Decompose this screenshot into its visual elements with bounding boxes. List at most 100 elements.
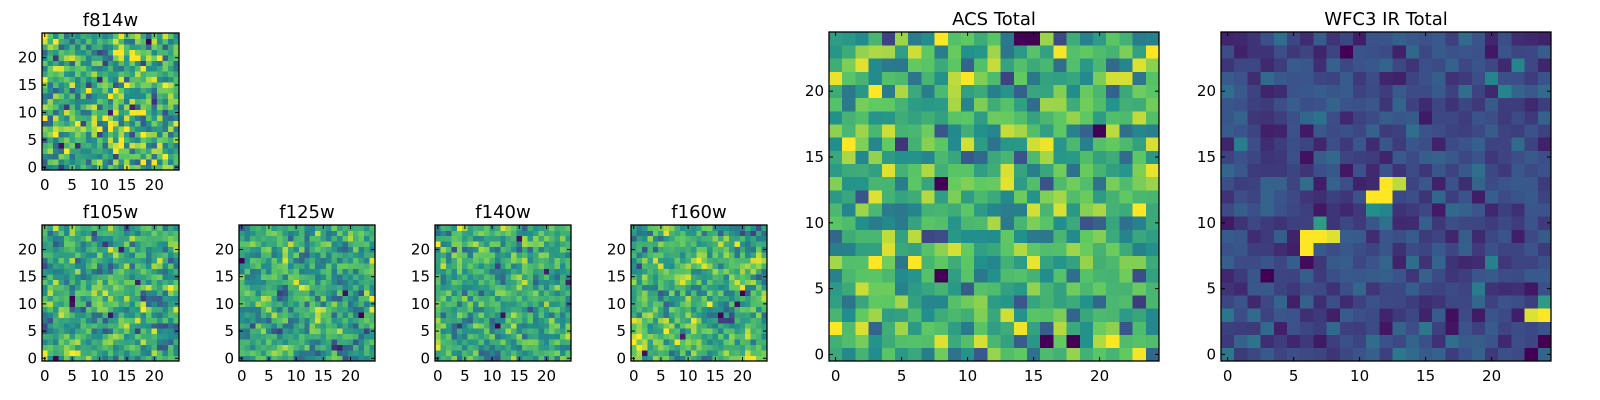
heatmap-cell bbox=[1379, 58, 1393, 72]
heatmap-cell bbox=[168, 246, 174, 253]
heatmap-cell bbox=[679, 230, 686, 237]
heatmap-cell bbox=[1485, 58, 1499, 72]
heatmap-cell bbox=[326, 306, 332, 313]
heatmap-cell bbox=[1379, 295, 1393, 309]
heatmap-cell bbox=[636, 284, 643, 291]
heatmap-cell bbox=[69, 241, 76, 248]
heatmap-cell bbox=[1326, 84, 1341, 99]
heatmap-cell bbox=[1458, 255, 1473, 270]
heatmap-cell bbox=[636, 263, 643, 269]
heatmap-cell bbox=[1300, 97, 1314, 112]
heatmap-cell bbox=[331, 230, 338, 237]
heatmap-cell bbox=[157, 350, 163, 356]
heatmap-cell bbox=[58, 109, 65, 116]
heatmap-cell bbox=[868, 124, 883, 138]
heatmap-cell bbox=[440, 225, 447, 231]
heatmap-cell bbox=[1498, 84, 1512, 99]
heatmap-cell bbox=[1471, 163, 1486, 178]
heatmap-cell bbox=[462, 339, 468, 346]
heatmap-cell bbox=[173, 131, 180, 138]
heatmap-cell bbox=[560, 252, 566, 258]
heatmap-cell bbox=[162, 295, 169, 302]
heatmap-cell bbox=[522, 235, 528, 242]
heatmap-cell bbox=[829, 110, 843, 125]
heatmap-cell bbox=[1485, 203, 1499, 217]
heatmap-cell bbox=[679, 322, 686, 329]
heatmap-cell bbox=[728, 284, 735, 291]
heatmap-cell bbox=[1313, 321, 1327, 336]
heatmap-cell bbox=[685, 344, 692, 351]
heatmap-cell bbox=[961, 176, 975, 191]
heatmap-cell bbox=[124, 322, 131, 329]
heatmap-cell bbox=[162, 355, 169, 362]
heatmap-cell bbox=[1000, 242, 1015, 257]
heatmap-cell bbox=[1353, 137, 1367, 151]
heatmap-cell bbox=[162, 257, 169, 264]
heatmap-cell bbox=[734, 284, 741, 291]
heatmap-cell bbox=[162, 225, 169, 231]
x-tick-label: 5 bbox=[67, 367, 77, 385]
heatmap-cell bbox=[298, 279, 305, 286]
heatmap-cell bbox=[745, 246, 752, 253]
heatmap-cell bbox=[1106, 124, 1120, 138]
heatmap-cell bbox=[277, 301, 283, 307]
heatmap-cell bbox=[168, 268, 174, 275]
heatmap-cell bbox=[723, 295, 730, 302]
heatmap-cell bbox=[522, 252, 528, 258]
heatmap-cell bbox=[282, 306, 289, 313]
heatmap-cell bbox=[336, 263, 343, 269]
heatmap-cell bbox=[532, 257, 539, 264]
heatmap-cell bbox=[271, 241, 278, 248]
heatmap-cell bbox=[80, 126, 87, 132]
heatmap-cell bbox=[647, 322, 654, 329]
heatmap-cell bbox=[140, 148, 147, 154]
heatmap-cell bbox=[358, 284, 365, 291]
heatmap-cell bbox=[140, 246, 147, 253]
heatmap-cell bbox=[516, 268, 523, 275]
heatmap-cell bbox=[1000, 268, 1015, 283]
heatmap-cell bbox=[85, 257, 92, 264]
heatmap-cell bbox=[69, 306, 76, 313]
heatmap-cell bbox=[494, 344, 501, 351]
heatmap-cell bbox=[974, 255, 988, 270]
heatmap-cell bbox=[707, 350, 713, 356]
heatmap-cell bbox=[483, 279, 490, 286]
heatmap-cell bbox=[118, 153, 125, 160]
heatmap-cell bbox=[1040, 71, 1054, 85]
heatmap-cell bbox=[712, 230, 719, 237]
heatmap-cell bbox=[1106, 308, 1120, 322]
heatmap-cell bbox=[511, 284, 517, 291]
heatmap-cell bbox=[1260, 163, 1275, 178]
heatmap-cell bbox=[271, 273, 278, 280]
heatmap-cell bbox=[761, 263, 768, 269]
heatmap-cell bbox=[522, 290, 528, 297]
heatmap-cell bbox=[947, 242, 962, 257]
heatmap-cell bbox=[358, 317, 365, 324]
heatmap-cell bbox=[489, 333, 496, 340]
heatmap-cell bbox=[554, 241, 561, 248]
heatmap-cell bbox=[1053, 216, 1067, 230]
heatmap-cell bbox=[85, 279, 92, 286]
heatmap-cell bbox=[1287, 255, 1301, 270]
heatmap-cell bbox=[47, 263, 54, 269]
heatmap-cell bbox=[467, 263, 474, 269]
heatmap-cell bbox=[483, 268, 490, 275]
heatmap-cell bbox=[745, 279, 752, 286]
heatmap-cell bbox=[277, 322, 283, 329]
heatmap-cell bbox=[1445, 308, 1459, 322]
heatmap-cell bbox=[473, 339, 479, 346]
heatmap-cell bbox=[445, 246, 452, 253]
heatmap-cell bbox=[511, 350, 517, 356]
heatmap-cell bbox=[162, 279, 169, 286]
heatmap-cell bbox=[756, 279, 762, 286]
heatmap-cell bbox=[1066, 334, 1081, 349]
heatmap-cell bbox=[113, 137, 120, 143]
heatmap-cell bbox=[462, 322, 468, 329]
heatmap-cell bbox=[129, 153, 136, 160]
heatmap-cell bbox=[1221, 150, 1235, 164]
heatmap-cell bbox=[445, 306, 452, 313]
heatmap-cell bbox=[1106, 58, 1120, 72]
heatmap-cell bbox=[342, 295, 349, 302]
heatmap-cell bbox=[162, 120, 169, 127]
heatmap-cell bbox=[473, 317, 479, 324]
